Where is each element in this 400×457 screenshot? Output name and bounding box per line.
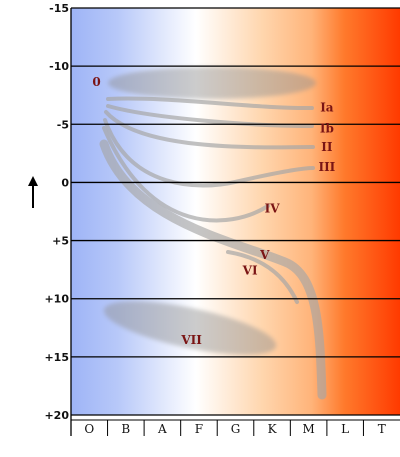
band-iii bbox=[103, 118, 315, 188]
x-tick-label: G bbox=[231, 422, 241, 436]
x-tick-label: F bbox=[195, 422, 203, 436]
x-tick-label: T bbox=[378, 422, 386, 436]
y-tick-label: +5 bbox=[52, 235, 69, 248]
luminosity-class-label: V bbox=[259, 248, 270, 262]
y-axis: -15 -10 -5 0 +5 +10 +15 +20 bbox=[44, 2, 72, 436]
luminosity-class-label: VII bbox=[180, 333, 202, 347]
luminosity-class-label: II bbox=[321, 140, 333, 154]
luminosity-class-label: IV bbox=[265, 202, 281, 216]
y-tick-label: -5 bbox=[57, 118, 69, 131]
luminosity-bands bbox=[99, 67, 327, 400]
luminosity-class-label: VI bbox=[242, 263, 258, 277]
band-v-main-sequence bbox=[99, 139, 327, 400]
band-ib bbox=[106, 104, 314, 128]
band-vii bbox=[103, 301, 277, 355]
x-tick-label: B bbox=[121, 422, 130, 436]
y-tick-label: +10 bbox=[44, 293, 69, 306]
up-arrow-icon bbox=[28, 176, 38, 208]
luminosity-class-label: 0 bbox=[92, 75, 100, 89]
y-tick-label: -10 bbox=[49, 60, 69, 73]
band-iv bbox=[102, 126, 270, 223]
x-tick-label: L bbox=[341, 422, 349, 436]
y-tick-label: +15 bbox=[44, 351, 69, 364]
luminosity-class-label: III bbox=[318, 160, 335, 174]
band-ia bbox=[106, 96, 314, 111]
x-tick-label: M bbox=[302, 422, 314, 436]
y-tick-label: -15 bbox=[49, 2, 69, 15]
band-0 bbox=[108, 67, 316, 99]
x-tick-label: A bbox=[157, 422, 167, 436]
x-tick-label: O bbox=[84, 422, 94, 436]
band-vi bbox=[226, 250, 299, 304]
gridlines bbox=[71, 7, 400, 416]
y-tick-label: 0 bbox=[61, 176, 69, 189]
y-tick-label: +20 bbox=[44, 409, 69, 422]
x-tick-label: K bbox=[268, 422, 278, 436]
luminosity-class-label: Ib bbox=[320, 121, 334, 135]
luminosity-class-label: Ia bbox=[320, 101, 334, 115]
